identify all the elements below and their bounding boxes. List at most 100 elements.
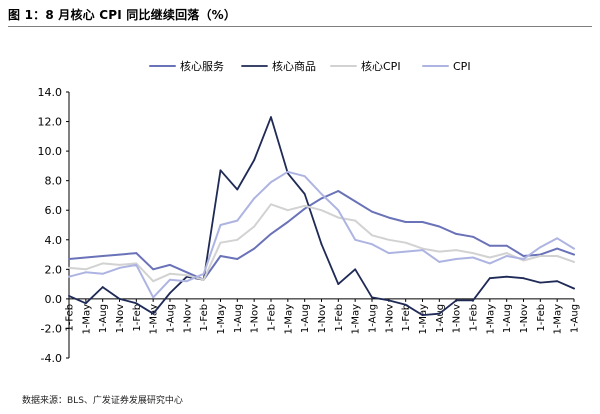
series-3-point bbox=[68, 266, 70, 269]
x-tick-label: 1-Feb bbox=[401, 304, 412, 332]
series-1-point bbox=[387, 216, 390, 219]
series-3-point bbox=[337, 216, 340, 219]
series-4-point bbox=[371, 243, 373, 246]
series-4-point bbox=[219, 224, 222, 226]
x-tick-label: 1-Aug bbox=[166, 304, 177, 333]
series-4-point bbox=[488, 262, 491, 265]
x-tick-label: 1-Feb bbox=[334, 304, 345, 332]
x-tick-label: 1-Nov bbox=[452, 304, 463, 334]
series-2-point bbox=[84, 302, 87, 305]
x-tick-label: 1-Nov bbox=[384, 304, 395, 334]
legend-item: 核心商品 bbox=[241, 59, 316, 73]
series-4-point bbox=[202, 272, 205, 275]
legend-label: 核心商品 bbox=[272, 59, 316, 73]
legend-label: CPI bbox=[453, 60, 471, 73]
x-tick-label: 1-Feb bbox=[469, 304, 480, 332]
series-3-point bbox=[556, 255, 559, 257]
series-3-point bbox=[169, 272, 171, 275]
series-2-point bbox=[337, 283, 340, 286]
series-2-point bbox=[488, 277, 491, 280]
series-1-point bbox=[101, 255, 104, 257]
x-tick-label: 1-Aug bbox=[435, 304, 446, 333]
x-tick-label: 1-Feb bbox=[199, 304, 210, 332]
series-1-point bbox=[152, 268, 155, 271]
series-3-point bbox=[387, 238, 390, 241]
x-tick-label: 1-Feb bbox=[267, 304, 278, 332]
legend-label: 核心服务 bbox=[180, 59, 224, 73]
series-1-point bbox=[573, 253, 575, 256]
series-1-point bbox=[236, 258, 239, 260]
series-2-point bbox=[522, 277, 525, 280]
series-2-point bbox=[455, 299, 458, 302]
x-tick-label: 1-May bbox=[283, 304, 294, 335]
series-1-point bbox=[185, 271, 188, 274]
x-tick-label: 1-Nov bbox=[250, 304, 261, 334]
series-4-point bbox=[270, 181, 272, 184]
series-2-point bbox=[556, 280, 559, 283]
x-tick-label: 1-Aug bbox=[570, 304, 581, 333]
y-tick-label: 8.0 bbox=[45, 175, 63, 188]
y-axis: -4.0 -2.0 0.0 2.0 4.0 6.0 8.0 10.0 12.0 14.0 bbox=[38, 86, 70, 365]
series-4-point bbox=[169, 278, 171, 281]
series-2-point bbox=[539, 281, 542, 284]
series-3-point bbox=[135, 262, 138, 265]
series-1-point bbox=[337, 190, 340, 192]
series-1-point bbox=[219, 255, 222, 257]
series-2-point bbox=[68, 295, 70, 297]
legend-item: 核心服务 bbox=[149, 59, 224, 73]
series-4-point bbox=[387, 252, 390, 254]
y-tick-label: 2.0 bbox=[45, 263, 63, 276]
series-3-point bbox=[488, 256, 491, 259]
series-2-point bbox=[152, 312, 155, 315]
series-2-point bbox=[421, 314, 424, 317]
legend-item: 核心CPI bbox=[330, 59, 401, 73]
series-4-point bbox=[152, 296, 155, 299]
series-3-point bbox=[152, 280, 155, 283]
y-tick-label: 0.0 bbox=[45, 293, 63, 306]
series-4-point bbox=[539, 246, 542, 249]
series-1-point bbox=[286, 221, 289, 223]
title-divider bbox=[8, 26, 592, 27]
series-4-point bbox=[404, 250, 407, 253]
series-3-point bbox=[118, 264, 121, 266]
x-tick-label: 1-Aug bbox=[233, 304, 244, 333]
x-tick-label: 1-Nov bbox=[317, 304, 328, 334]
series-1-point bbox=[135, 252, 138, 254]
series-3-point bbox=[371, 234, 373, 237]
x-tick-label: 1-Aug bbox=[368, 304, 379, 333]
series-4-point bbox=[337, 209, 340, 212]
series-1-point bbox=[472, 235, 474, 238]
series-2-point bbox=[573, 287, 575, 290]
series-3-point bbox=[438, 250, 441, 253]
series-1-point bbox=[371, 210, 373, 213]
chart-legend: 核心服务 核心商品 核心CPI CPI bbox=[149, 59, 471, 73]
series-1-point bbox=[438, 225, 441, 228]
series-3-point bbox=[573, 261, 575, 263]
y-tick-label: 4.0 bbox=[45, 234, 63, 247]
series-2-point bbox=[270, 116, 272, 119]
series-2-point bbox=[101, 286, 104, 288]
series-3-point bbox=[84, 268, 87, 271]
series-1-point bbox=[522, 255, 525, 257]
series-2-point bbox=[505, 275, 508, 278]
x-tick-label: 1-Feb bbox=[536, 304, 547, 332]
series-2-point bbox=[438, 312, 441, 315]
series-line-4 bbox=[68, 170, 575, 299]
series-2-point bbox=[354, 268, 357, 271]
plot-lines bbox=[68, 116, 575, 317]
series-3-point bbox=[185, 274, 188, 277]
series-4-point bbox=[286, 170, 289, 173]
y-tick-label: -2.0 bbox=[41, 322, 62, 335]
series-4-point bbox=[135, 264, 138, 266]
x-tick-label: 1-Aug bbox=[98, 304, 109, 333]
series-4-point bbox=[354, 238, 357, 241]
x-tick-label: 1-May bbox=[351, 304, 362, 335]
y-tick-label: 12.0 bbox=[38, 116, 63, 129]
series-3-point bbox=[253, 225, 256, 228]
series-2-point bbox=[253, 159, 256, 161]
series-4-point bbox=[68, 275, 70, 278]
series-3-point bbox=[472, 252, 474, 254]
y-tick-label: 10.0 bbox=[38, 145, 63, 158]
series-3-point bbox=[455, 249, 458, 252]
series-3-point bbox=[236, 238, 239, 241]
